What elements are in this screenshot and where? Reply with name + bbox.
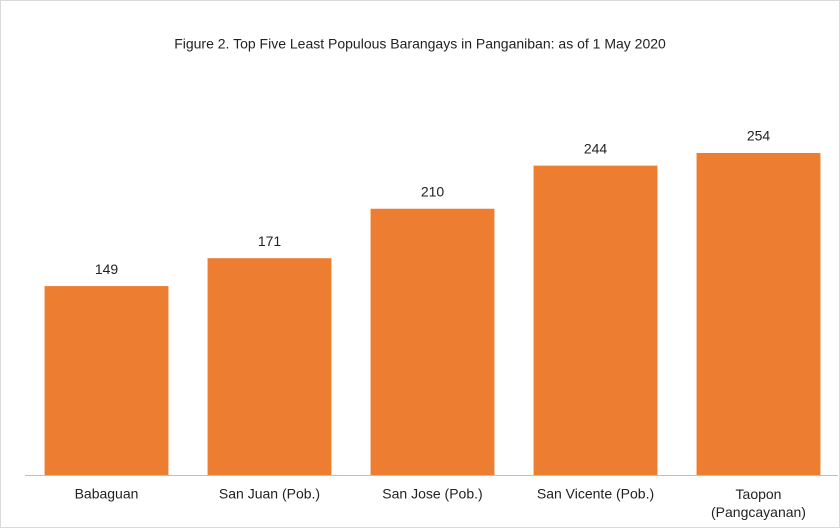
bar — [44, 286, 169, 475]
data-label: 171 — [258, 233, 282, 249]
chart-title: Figure 2. Top Five Least Populous Barang… — [174, 36, 666, 52]
data-label: 149 — [95, 261, 119, 277]
bar — [533, 165, 658, 475]
bar — [696, 152, 821, 475]
data-label: 254 — [747, 128, 771, 144]
x-tick-label: San Juan (Pob.) — [219, 486, 320, 502]
x-tick-label: Babaguan — [75, 486, 139, 502]
data-label: 210 — [421, 183, 445, 199]
data-label: 244 — [584, 140, 608, 156]
bar — [207, 258, 332, 475]
x-tick-label: San Jose (Pob.) — [382, 486, 482, 502]
x-tick-label: Taopon (Pangcayanan) — [711, 486, 806, 520]
x-tick-label: San Vicente (Pob.) — [537, 486, 654, 502]
bar — [370, 208, 495, 475]
